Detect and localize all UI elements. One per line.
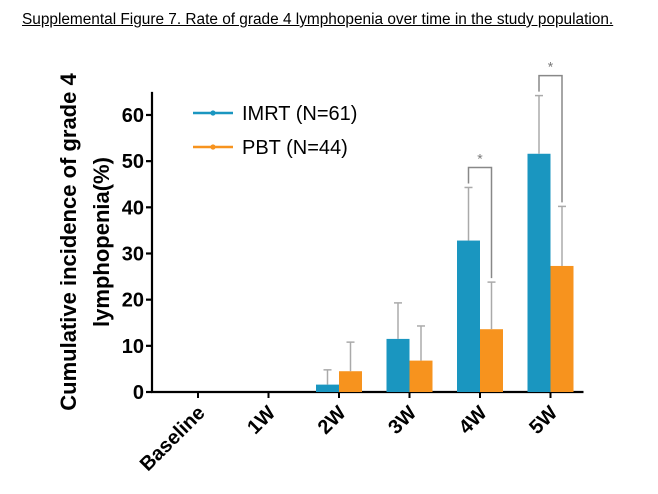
bar bbox=[316, 384, 339, 392]
y-axis-title-line: lymphopenia(%) bbox=[89, 157, 114, 327]
y-tick-label: 40 bbox=[122, 197, 144, 219]
significance-star: * bbox=[548, 59, 554, 75]
x-tick-label: 1W bbox=[243, 402, 280, 439]
bar bbox=[550, 265, 574, 392]
significance-bracket bbox=[538, 74, 563, 203]
x-tick-label: 3W bbox=[384, 402, 421, 439]
significance-group: ** bbox=[467, 59, 563, 279]
y-axis-title: Cumulative incidence of grade 4 lymphopen… bbox=[56, 73, 114, 411]
y-tick-label: 10 bbox=[122, 336, 144, 358]
y-tick-label: 50 bbox=[122, 151, 144, 173]
legend-label: IMRT (N=61) bbox=[242, 103, 357, 125]
x-tick-label: Baseline bbox=[136, 402, 210, 476]
bar bbox=[386, 338, 410, 392]
legend: IMRT (N=61) PBT (N=44) bbox=[193, 103, 357, 159]
error-bars-group bbox=[323, 94, 566, 385]
x-axis: Baseline 1W 2W 3W 4W 5W bbox=[136, 390, 584, 476]
y-axis-title-line: Cumulative incidence of grade 4 bbox=[56, 73, 81, 411]
bar bbox=[480, 329, 503, 392]
y-tick-label: 30 bbox=[122, 243, 144, 265]
x-tick-label: 2W bbox=[314, 402, 351, 439]
bars-group bbox=[316, 153, 574, 392]
bar bbox=[527, 153, 551, 392]
bar bbox=[457, 240, 480, 392]
bar bbox=[409, 360, 433, 392]
x-tick-label: 5W bbox=[525, 402, 562, 439]
legend-swatch-marker bbox=[210, 110, 216, 116]
legend-swatch-marker bbox=[210, 144, 216, 150]
legend-label: PBT (N=44) bbox=[242, 137, 348, 159]
significance-star: * bbox=[477, 150, 483, 166]
y-tick-label: 60 bbox=[122, 105, 144, 127]
x-tick-label: 4W bbox=[455, 402, 492, 439]
y-tick-label: 20 bbox=[122, 290, 144, 312]
y-tick-label: 0 bbox=[133, 382, 144, 404]
significance-bracket bbox=[467, 166, 493, 279]
figure-caption: Supplemental Figure 7. Rate of grade 4 l… bbox=[22, 11, 614, 28]
bar bbox=[339, 371, 362, 392]
y-axis: 0 10 20 30 40 50 60 bbox=[122, 91, 154, 404]
